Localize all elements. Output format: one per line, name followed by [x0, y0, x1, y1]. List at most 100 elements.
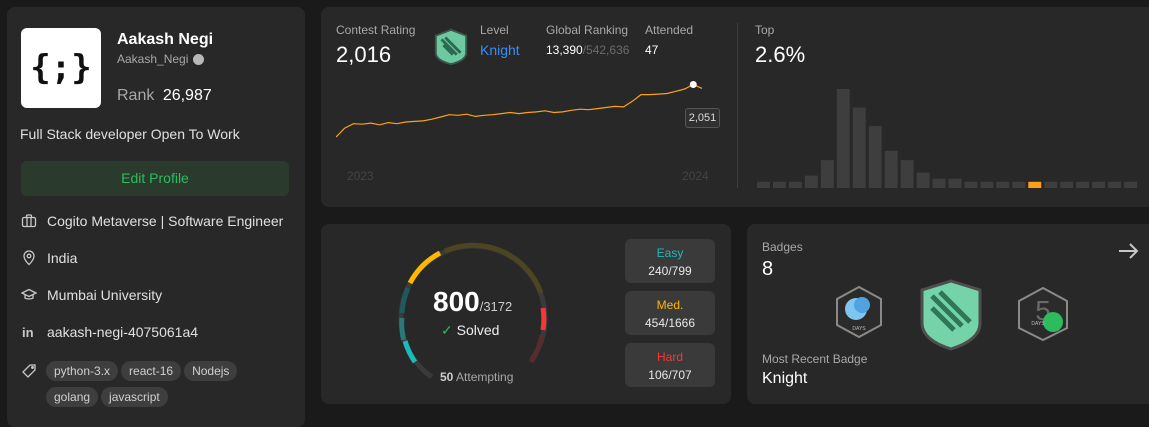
histogram-bar[interactable] [837, 89, 850, 188]
profile-bio: Full Stack developer Open To Work [20, 126, 240, 142]
location-pin-icon [21, 250, 37, 266]
histogram-bar[interactable] [1108, 182, 1121, 188]
histogram-bar[interactable] [1076, 182, 1089, 188]
skill-tag[interactable]: javascript [101, 387, 168, 407]
medium-box[interactable]: Med. 454/1666 [625, 291, 715, 335]
solved-card: 800/3172 ✓ Solved 50 Attempting Easy 240… [321, 224, 731, 404]
histogram-bar[interactable] [964, 182, 977, 188]
medium-label: Med. [625, 298, 715, 312]
histogram-bar[interactable] [1012, 182, 1025, 188]
histogram-bar[interactable] [853, 108, 866, 188]
profile-username: Aakash_Negi [117, 52, 188, 66]
avatar[interactable]: {;} [21, 28, 101, 108]
easy-arc-remaining [402, 288, 408, 313]
histogram-bar[interactable] [933, 179, 946, 188]
attempting-count: 50 [440, 370, 453, 384]
badges-card: Badges 8 DAYS 5 DAYS Most Recent Badge K… [747, 224, 1149, 404]
attempting-label: Attempting [456, 370, 513, 384]
year-end-label: 2024 [682, 169, 709, 183]
hard-label: Hard [625, 350, 715, 364]
histogram-bar[interactable] [869, 126, 882, 188]
check-icon: ✓ [441, 322, 453, 338]
histogram-bar[interactable] [901, 160, 914, 188]
school-row: Mumbai University [21, 287, 162, 303]
linkedin-row[interactable]: in aakash-negi-4075061a4 [21, 324, 198, 340]
easy-arc [405, 341, 415, 362]
divider [737, 23, 738, 188]
skill-tag[interactable]: Nodejs [184, 361, 237, 381]
solved-label: Solved [457, 322, 500, 338]
histogram-bar-current[interactable] [1028, 182, 1041, 188]
company-text: Cogito Metaverse | Software Engineer [47, 213, 283, 229]
histogram-bar[interactable] [821, 160, 834, 188]
easy-box[interactable]: Easy 240/799 [625, 239, 715, 283]
skill-tag[interactable]: golang [46, 387, 98, 407]
histogram-bar[interactable] [789, 182, 802, 188]
histogram-bar[interactable] [949, 179, 962, 188]
histogram-bar[interactable] [980, 182, 993, 188]
location-row: India [21, 250, 77, 266]
profile-card: {;} Aakash Negi Aakash_Negi Rank 26,987 … [7, 7, 305, 427]
50-days-badge-icon[interactable]: DAYS [834, 285, 884, 339]
solved-label-row: ✓ Solved [441, 322, 499, 339]
rank-value: 26,987 [163, 87, 212, 104]
briefcase-icon [21, 213, 37, 229]
badges-label: Badges [762, 240, 803, 254]
badge-days-text: DAYS [1031, 321, 1045, 327]
global-total: /542,636 [583, 43, 630, 57]
rating-label: Contest Rating [336, 23, 415, 37]
recent-badge-value: Knight [762, 370, 807, 388]
attended-value: 47 [645, 43, 658, 57]
solved-count-row: 800/3172 [433, 286, 512, 318]
easy-value: 240/799 [625, 264, 715, 278]
rank-row: Rank 26,987 [117, 87, 212, 105]
graduation-cap-icon [21, 287, 37, 303]
rating-tooltip: 2,051 [685, 108, 720, 128]
school-text: Mumbai University [47, 287, 162, 303]
50-days-green-badge-icon[interactable]: 5 DAYS [1016, 286, 1070, 342]
contest-card: Contest Rating 2,016 Level Knight Global… [321, 7, 1149, 207]
username-row: Aakash_Negi [117, 52, 204, 66]
histogram-bar[interactable] [773, 182, 786, 188]
svg-text:in: in [22, 325, 34, 340]
skill-tag[interactable]: python-3.x [46, 361, 118, 381]
histogram-bar[interactable] [805, 176, 818, 188]
knight-badge-large-icon[interactable] [916, 278, 986, 352]
histogram-bar[interactable] [757, 182, 770, 188]
year-start-label: 2023 [347, 169, 374, 183]
top-label: Top [755, 23, 774, 37]
global-ranking-row: 13,390/542,636 [546, 43, 629, 57]
rating-line-chart[interactable] [336, 73, 726, 188]
hard-box[interactable]: Hard 106/707 [625, 343, 715, 387]
histogram-bar[interactable] [1044, 182, 1057, 188]
linkedin-icon: in [21, 324, 37, 340]
profile-name: Aakash Negi [117, 31, 213, 49]
recent-badge-label: Most Recent Badge [762, 352, 867, 366]
medium-arc [410, 253, 440, 283]
top-value: 2.6% [755, 42, 805, 68]
ranking-histogram[interactable] [757, 83, 1137, 188]
edit-profile-button[interactable]: Edit Profile [21, 161, 289, 196]
arrow-right-icon[interactable] [1116, 239, 1140, 263]
solved-count: 800 [433, 286, 480, 317]
rating-line [336, 85, 702, 138]
easy-arc-dim [402, 318, 404, 340]
rating-highlight-point [690, 81, 697, 88]
level-value: Knight [480, 42, 520, 58]
histogram-bar[interactable] [1060, 182, 1073, 188]
easy-label: Easy [625, 246, 715, 260]
attended-label: Attended [645, 23, 693, 37]
histogram-bar[interactable] [996, 182, 1009, 188]
verified-icon [193, 54, 204, 65]
tag-icon [21, 363, 37, 379]
linkedin-text[interactable]: aakash-negi-4075061a4 [47, 324, 198, 340]
company-row: Cogito Metaverse | Software Engineer [21, 213, 283, 229]
histogram-bar[interactable] [885, 151, 898, 188]
skill-tag[interactable]: react-16 [121, 361, 181, 381]
histogram-bar[interactable] [1092, 182, 1105, 188]
hard-value: 106/707 [625, 368, 715, 382]
histogram-bar[interactable] [917, 173, 930, 188]
histogram-bar[interactable] [1124, 182, 1137, 188]
medium-value: 454/1666 [625, 316, 715, 330]
